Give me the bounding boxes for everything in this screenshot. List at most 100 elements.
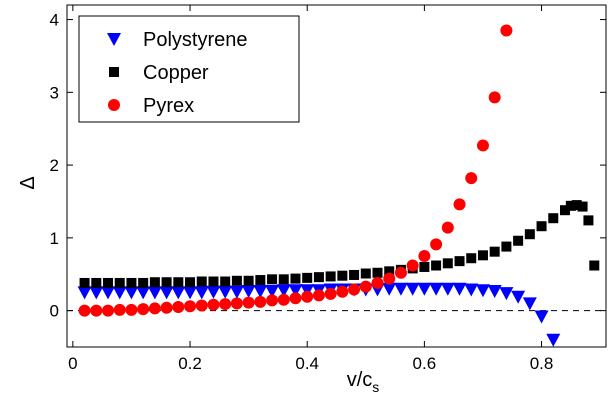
data-point-copper [565,200,576,211]
y-tick-label: 2 [50,156,59,175]
data-point-copper [466,253,477,264]
x-tick-label: 0.4 [295,354,319,373]
data-point-copper [349,269,360,280]
data-point-copper [126,277,137,288]
legend-item-copper: Copper [109,62,209,84]
data-point-pyrex [371,276,384,289]
y-axis-ticks: 0 1 2 3 4 [50,11,606,321]
data-point-polystyrene [487,284,502,298]
data-point-pyrex [476,139,489,152]
data-point-polystyrene [206,285,221,299]
data-point-copper [419,261,430,272]
data-point-copper [255,275,266,286]
data-point-pyrex [441,221,454,234]
data-point-pyrex [195,299,208,312]
data-point-copper [185,277,196,288]
data-point-polystyrene [147,286,162,300]
data-point-copper [302,272,313,283]
data-point-copper [513,235,524,246]
data-point-copper [208,276,219,287]
data-point-pyrex [465,172,478,185]
data-point-polystyrene [183,286,198,300]
data-point-polystyrene [112,286,127,300]
y-tick-label: 3 [50,83,59,102]
data-point-polystyrene [124,286,139,300]
data-point-pyrex [289,292,302,305]
data-point-polystyrene [300,284,315,298]
data-point-pyrex [324,287,337,300]
data-point-copper [577,201,588,212]
data-point-pyrex [453,198,466,211]
data-point-pyrex [78,304,91,317]
x-tick-label: 0.2 [178,354,202,373]
series-polystyrene [77,282,561,347]
data-point-pyrex [254,295,267,308]
x-tick-label: 0.8 [530,354,554,373]
data-point-copper [559,205,570,216]
data-point-polystyrene [417,282,432,296]
data-point-copper [384,266,395,277]
data-point-polystyrene [265,284,280,298]
data-point-pyrex [430,238,443,251]
data-point-copper [589,260,600,271]
data-point-polystyrene [159,286,174,300]
data-point-polystyrene [241,284,256,298]
x-tick-label: 0.6 [413,354,437,373]
x-axis-ticks: 0 0.2 0.4 0.6 0.8 [68,5,553,373]
data-point-copper [489,246,500,257]
legend-item-polystyrene: Polystyrene [107,29,248,51]
legend-marker-copper [109,67,119,77]
data-point-copper [571,200,582,211]
data-point-pyrex [348,283,361,296]
x-axis-label-main: v/c [347,369,373,391]
data-point-pyrex [160,301,173,314]
data-point-pyrex [500,24,513,37]
data-point-pyrex [418,250,431,263]
data-point-copper [220,276,231,287]
data-point-copper [114,277,125,288]
x-axis-label: v/cs [347,369,380,395]
data-point-copper [173,277,184,288]
data-point-pyrex [184,300,197,313]
legend-label-copper: Copper [143,62,209,84]
data-point-pyrex [148,302,161,315]
data-point-copper [138,277,149,288]
data-point-copper [360,268,371,279]
data-point-polystyrene [276,284,291,298]
data-point-polystyrene [511,290,526,304]
x-axis-label-subscript: s [372,379,379,395]
data-point-polystyrene [218,285,233,299]
data-point-pyrex [336,285,349,298]
y-tick-label: 4 [50,11,59,30]
data-point-copper [325,271,336,282]
data-point-copper [442,258,453,269]
data-point-copper [149,277,160,288]
data-point-polystyrene [136,286,151,300]
data-point-polystyrene [393,282,408,296]
data-point-polystyrene [171,286,186,300]
data-point-pyrex [488,91,501,104]
data-point-copper [536,221,547,232]
data-point-pyrex [301,290,314,303]
data-point-polystyrene [440,282,455,296]
data-point-pyrex [266,294,279,307]
data-point-copper [548,213,559,224]
y-tick-label: 0 [50,302,59,321]
data-point-polystyrene [464,283,479,297]
data-point-pyrex [125,303,138,316]
data-point-polystyrene [546,333,561,347]
data-point-copper [477,250,488,261]
data-point-copper [583,215,594,226]
data-point-copper [337,270,348,281]
data-point-pyrex [394,266,407,279]
data-point-pyrex [406,259,419,272]
data-point-pyrex [219,298,232,311]
data-point-copper [231,275,242,286]
data-point-pyrex [113,303,126,316]
data-point-pyrex [172,300,185,313]
data-point-polystyrene [77,286,92,300]
data-point-copper [196,276,207,287]
data-point-copper [161,277,172,288]
data-point-polystyrene [288,284,303,298]
